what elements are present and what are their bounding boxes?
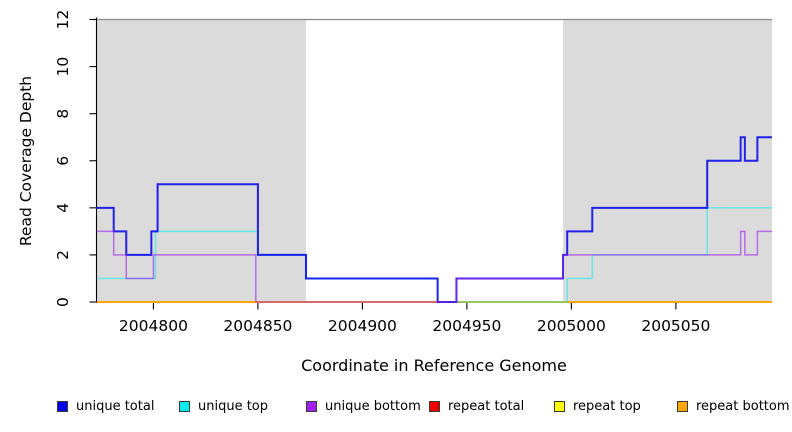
x-tick-label: 2004800: [119, 317, 188, 335]
y-tick-label: 6: [54, 156, 72, 166]
y-tick-label: 2: [54, 250, 72, 260]
y-tick-label: 12: [54, 10, 72, 30]
y-tick-label: 0: [54, 297, 72, 307]
x-axis-title: Coordinate in Reference Genome: [301, 356, 567, 375]
y-tick-label: 4: [54, 203, 72, 213]
x-tick-label: 2005000: [537, 317, 606, 335]
x-tick-label: 2004950: [432, 317, 501, 335]
x-tick-label: 2004850: [223, 317, 292, 335]
x-tick-label: 2005050: [641, 317, 710, 335]
y-tick-label: 10: [54, 57, 72, 77]
y-axis-title: Read Coverage Depth: [17, 76, 35, 246]
y-tick-label: 8: [54, 109, 72, 119]
shaded-region: [97, 19, 306, 302]
x-tick-label: 2004900: [328, 317, 397, 335]
series-line-unique-bottom: [97, 230, 772, 303]
